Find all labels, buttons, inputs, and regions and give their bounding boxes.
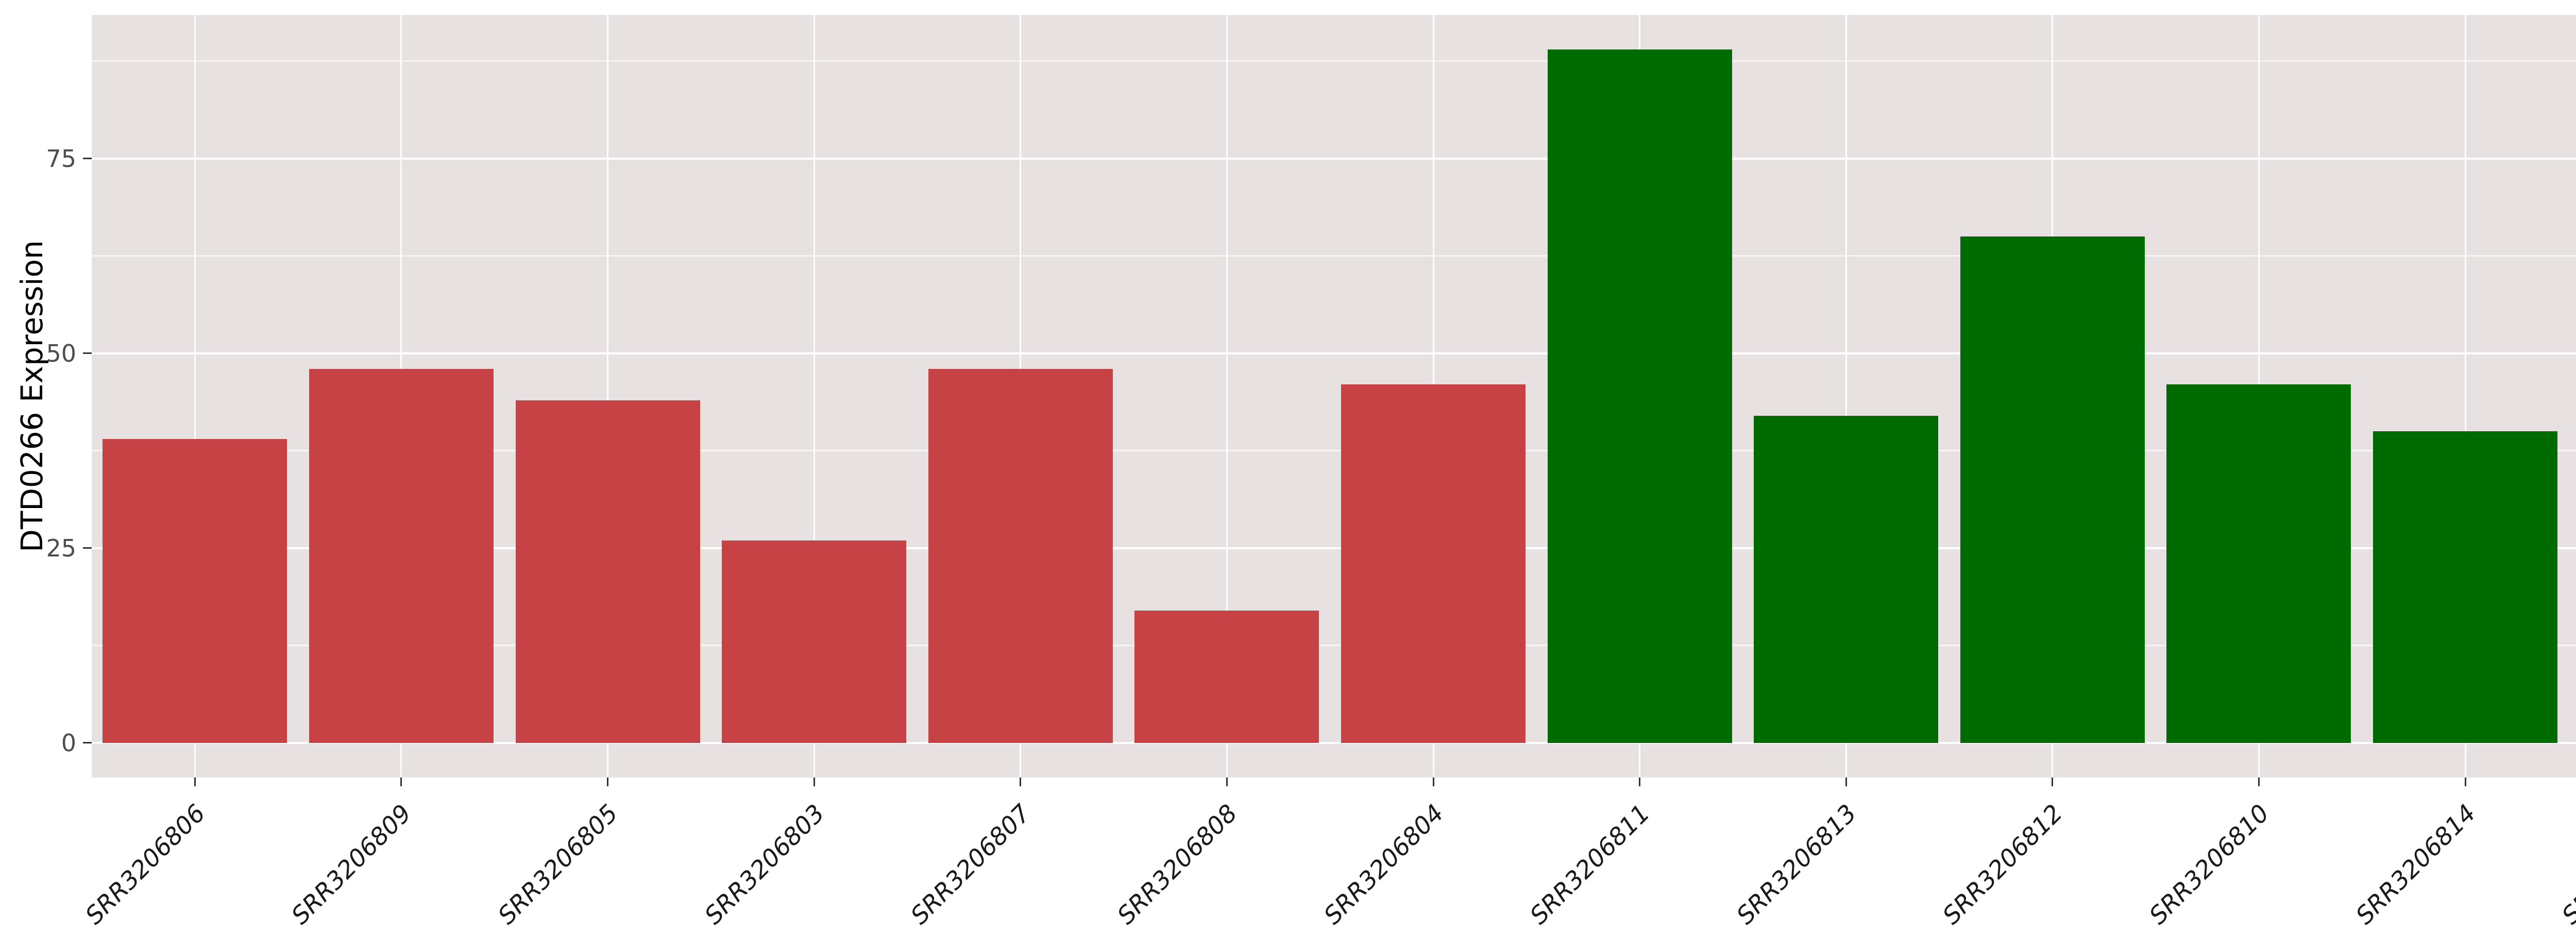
gridline-major-vertical [813, 15, 815, 777]
bar-SRR3206803 [722, 540, 907, 743]
gridline-major-horizontal [92, 547, 2576, 549]
x-tick-label: SRR3206808 [1112, 799, 1243, 930]
x-axis-tick [1432, 777, 1434, 786]
plot-panel [92, 15, 2576, 777]
x-tick-label: SRR3206807 [905, 799, 1037, 930]
x-tick-label: SRR3206815 [2556, 799, 2576, 930]
y-axis-tick [83, 352, 92, 354]
y-tick-label: 25 [46, 534, 76, 562]
x-axis-tick [1845, 777, 1847, 786]
bar-SRR3206809 [309, 369, 494, 743]
bar-SRR3206808 [1134, 610, 1319, 743]
gridline-major-vertical [2464, 15, 2466, 777]
bar-SRR3206813 [1754, 415, 1939, 743]
x-axis-tick [2464, 777, 2466, 786]
gridline-major-horizontal [92, 352, 2576, 354]
x-tick-label: SRR3206812 [1937, 799, 2069, 930]
bar-SRR3206804 [1341, 384, 1526, 743]
x-tick-label: SRR3206810 [2144, 799, 2275, 930]
x-axis-tick [1020, 777, 1022, 786]
x-tick-label: SRR3206811 [1524, 799, 1656, 930]
gridline-minor-horizontal [92, 60, 2576, 62]
y-axis-tick [83, 158, 92, 160]
x-tick-label: SRR3206805 [493, 799, 624, 930]
y-axis-tick [83, 547, 92, 549]
y-axis-title: DTD0266 Expression [14, 240, 49, 552]
x-axis-tick [194, 777, 196, 786]
bar-SRR3206806 [103, 439, 287, 743]
bar-SRR3206807 [928, 369, 1113, 743]
y-tick-label: 50 [46, 339, 76, 367]
x-axis-tick [1639, 777, 1641, 786]
y-tick-label: 75 [46, 144, 76, 173]
x-tick-label: SRR3206814 [2350, 799, 2481, 930]
bar-SRR3206812 [1960, 236, 2145, 743]
bar-SRR3206811 [1547, 49, 1732, 743]
x-axis-tick [2052, 777, 2054, 786]
x-tick-label: SRR3206809 [286, 799, 417, 930]
bar-SRR3206810 [2166, 384, 2351, 743]
x-axis-tick [400, 777, 402, 786]
gridline-major-vertical [1226, 15, 1228, 777]
x-axis-tick [813, 777, 815, 786]
gridline-major-vertical [194, 15, 196, 777]
gridline-major-horizontal [92, 157, 2576, 160]
x-axis-tick [2258, 777, 2260, 786]
x-axis-tick [607, 777, 609, 786]
x-tick-label: SRR3206813 [1731, 799, 1862, 930]
gridline-major-vertical [1845, 15, 1847, 777]
gridline-major-horizontal [92, 741, 2576, 744]
x-tick-label: SRR3206803 [699, 799, 831, 930]
gridline-major-vertical [607, 15, 609, 777]
gridline-minor-horizontal [92, 255, 2576, 257]
gridline-minor-horizontal [92, 645, 2576, 647]
gridline-minor-horizontal [92, 450, 2576, 452]
y-tick-label: 0 [61, 729, 76, 757]
bar-SRR3206805 [515, 400, 700, 743]
y-axis-tick [83, 742, 92, 744]
bar-SRR3206814 [2373, 431, 2558, 743]
x-tick-label: SRR3206806 [80, 799, 211, 930]
x-tick-label: SRR3206804 [1318, 799, 1449, 930]
x-axis-tick [1226, 777, 1228, 786]
